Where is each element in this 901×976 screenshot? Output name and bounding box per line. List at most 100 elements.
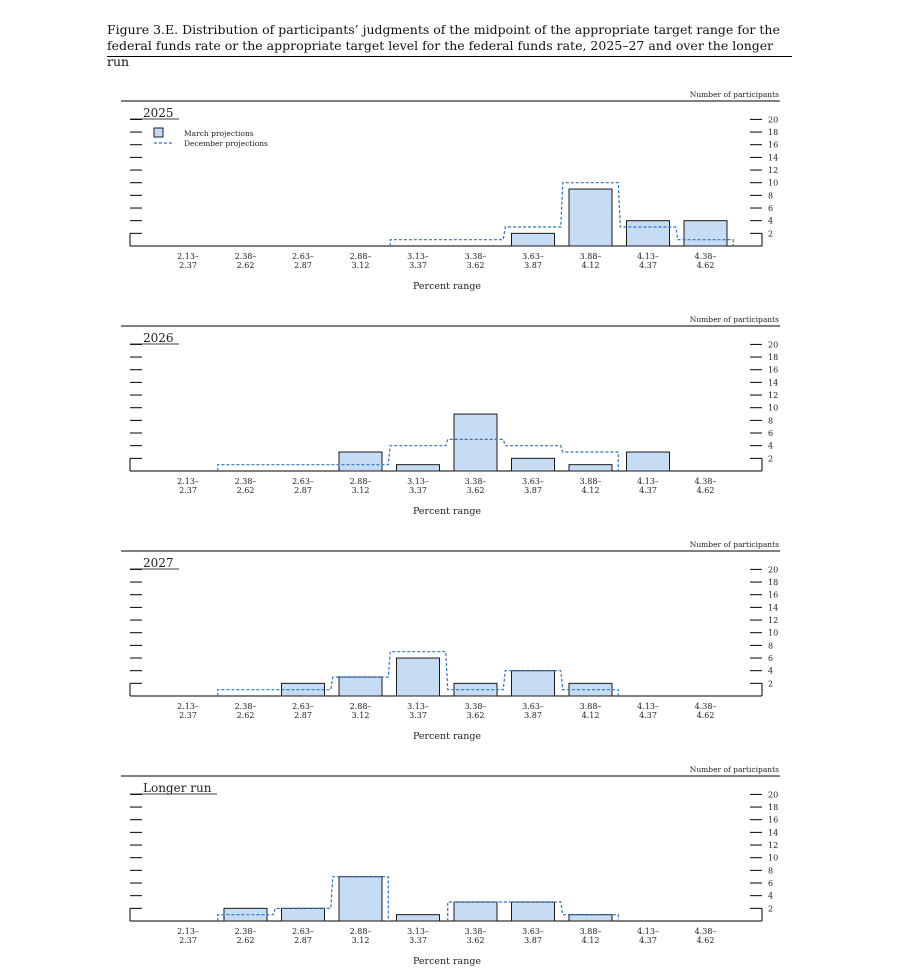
y-tick-label: 14 [768,603,778,612]
march-bar [338,876,383,922]
figure-title-line-1: Figure 3.E. Distribution of participants… [107,22,780,37]
x-tick-label: 2.63– 2.87 [292,252,314,270]
y-tick-label: 2 [768,454,773,463]
march-bar [281,907,325,922]
x-tick-label: 4.13– 4.37 [637,702,659,720]
x-tick-label: 2.13– 2.37 [177,477,199,495]
y-tick-label: 8 [768,191,773,200]
y-axis-label: Number of participants [690,540,779,549]
y-tick-label: 18 [768,578,778,587]
march-bar [683,220,728,247]
march-bar [568,188,613,247]
x-tick-label: 4.13– 4.37 [637,477,659,495]
x-tick-label: 3.63– 3.87 [522,702,544,720]
march-bar [511,457,555,472]
x-tick-label: 2.63– 2.87 [292,927,314,945]
chart-panel-3: Longer run Number of participants 2 4 6 8 10 12… [121,765,780,967]
y-tick-label: 4 [768,892,773,901]
x-tick-label: 3.13– 3.37 [407,252,429,270]
y-axis-label: Number of participants [690,315,779,324]
x-tick-label: 4.38– 4.62 [695,927,717,945]
x-tick-label: 2.13– 2.37 [177,702,199,720]
y-tick-label: 18 [768,353,778,362]
march-bar [511,232,555,247]
x-tick-label: 3.38– 3.62 [465,927,487,945]
y-tick-label: 18 [768,128,778,137]
y-tick-label: 12 [768,616,778,625]
march-bar [568,914,613,922]
panel-title: Longer run [143,781,212,795]
x-axis-label: Percent range [413,281,481,292]
panel-title: 2025 [143,106,174,120]
y-tick-label: 2 [768,229,773,238]
x-tick-label: 3.13– 3.37 [407,927,429,945]
x-tick-label: 2.63– 2.87 [292,477,314,495]
x-tick-label: 3.63– 3.87 [522,477,544,495]
figure-title: Figure 3.E. Distribution of participants… [107,22,792,70]
y-tick-label: 6 [768,204,773,213]
x-tick-label: 3.38– 3.62 [465,477,487,495]
chart-panel-2: 2027 Number of participants 2 4 6 8 10 12 14 16 18… [121,540,780,742]
y-tick-label: 2 [768,679,773,688]
march-bar [338,676,383,697]
march-bar [626,451,670,472]
y-tick-label: 10 [768,404,778,413]
y-tick-label: 12 [768,391,778,400]
y-tick-label: 20 [768,565,778,574]
y-tick-label: 16 [768,366,778,375]
legend-march-swatch [153,127,164,138]
y-tick-label: 6 [768,879,773,888]
y-tick-label: 20 [768,790,778,799]
march-bar [396,657,440,697]
y-tick-label: 18 [768,803,778,812]
x-tick-label: 3.13– 3.37 [407,477,429,495]
march-bar [453,682,498,697]
december-step-outline [389,182,734,246]
x-tick-label: 2.88– 3.12 [350,927,372,945]
x-tick-label: 3.38– 3.62 [465,252,487,270]
y-axis-label: Number of participants [690,765,779,774]
panel-title: 2026 [143,331,174,345]
y-tick-label: 2 [768,904,773,913]
title-rule [107,56,792,57]
x-tick-label: 4.13– 4.37 [637,252,659,270]
chart-panel-1: 2026 Number of participants 2 4 6 8 10 12 14 16 18… [121,315,780,517]
legend-december-label: December projections [184,139,268,148]
x-tick-label: 3.38– 3.62 [465,702,487,720]
x-tick-label: 4.38– 4.62 [695,252,717,270]
y-tick-label: 8 [768,641,773,650]
y-tick-label: 14 [768,378,778,387]
x-tick-label: 2.88– 3.12 [350,477,372,495]
x-tick-label: 3.88– 4.12 [580,927,602,945]
y-tick-label: 20 [768,340,778,349]
y-tick-label: 20 [768,115,778,124]
x-tick-label: 2.88– 3.12 [350,252,372,270]
march-bar [511,670,555,697]
panel-title: 2027 [143,556,174,570]
y-tick-label: 8 [768,866,773,875]
march-bar [626,220,670,247]
y-axis-label: Number of participants [690,90,779,99]
x-tick-label: 2.63– 2.87 [292,702,314,720]
y-tick-label: 4 [768,217,773,226]
x-tick-label: 2.13– 2.37 [177,252,199,270]
x-tick-label: 4.38– 4.62 [695,477,717,495]
x-tick-label: 3.63– 3.87 [522,252,544,270]
y-tick-label: 8 [768,416,773,425]
march-bar [223,907,268,922]
x-tick-label: 3.13– 3.37 [407,702,429,720]
y-tick-label: 6 [768,429,773,438]
y-tick-label: 16 [768,141,778,150]
december-step-outline [217,438,619,471]
x-tick-label: 2.38– 2.62 [235,927,257,945]
y-tick-label: 4 [768,442,773,451]
x-tick-label: 2.38– 2.62 [235,252,257,270]
legend-march-label: March projections [184,129,254,138]
x-axis-label: Percent range [413,731,481,742]
y-tick-label: 10 [768,629,778,638]
y-tick-label: 10 [768,854,778,863]
x-tick-label: 4.13– 4.37 [637,927,659,945]
chart-panel-0: 2025 Number of participants 2 4 6 8 10 12 14 16 18… [121,90,780,292]
